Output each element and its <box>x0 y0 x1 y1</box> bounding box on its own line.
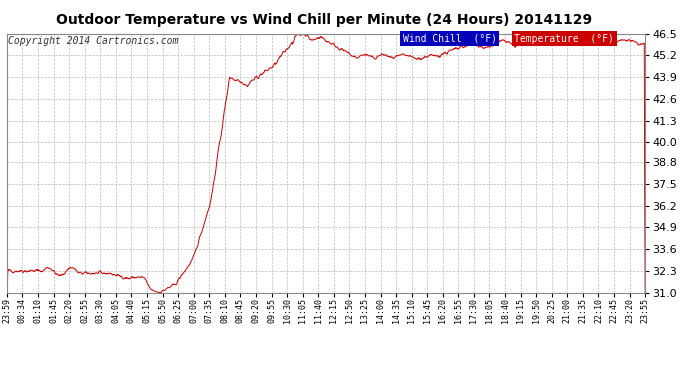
Text: Copyright 2014 Cartronics.com: Copyright 2014 Cartronics.com <box>8 36 178 46</box>
Text: Temperature  (°F): Temperature (°F) <box>514 34 614 44</box>
Text: Wind Chill  (°F): Wind Chill (°F) <box>403 34 497 44</box>
Text: Outdoor Temperature vs Wind Chill per Minute (24 Hours) 20141129: Outdoor Temperature vs Wind Chill per Mi… <box>57 13 592 27</box>
